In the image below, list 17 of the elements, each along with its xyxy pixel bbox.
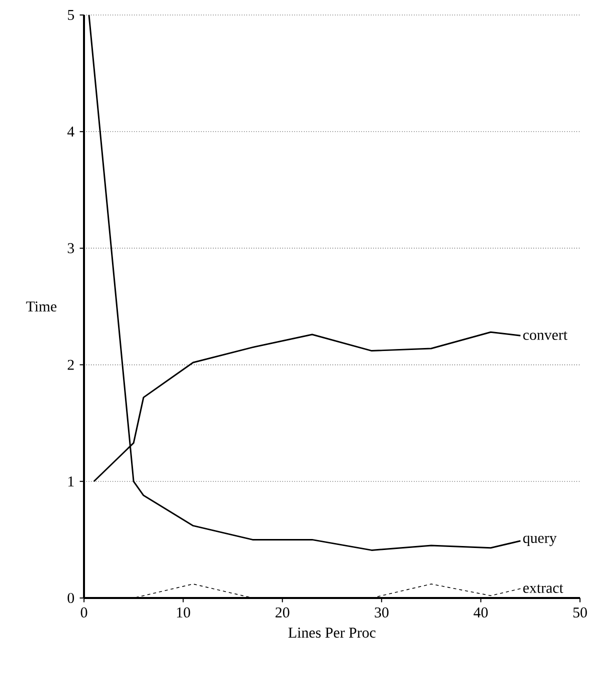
x-axis-title: Lines Per Proc [288,628,376,638]
y-tick-label: 2 [68,360,74,370]
x-tick-label: 30 [374,607,389,618]
series-label: extract [523,584,564,593]
x-tick-label: 20 [276,607,290,618]
series-label: convert [523,331,568,340]
y-tick-label: 3 [68,243,74,254]
x-tick-label: 40 [474,607,488,618]
y-tick-label: 4 [67,126,74,137]
x-tick-label: 0 [80,607,88,618]
x-tick-label: 10 [177,607,190,618]
y-tick-label: 1 [68,476,74,486]
y-tick-label: 0 [68,592,74,604]
y-axis-title: Time [26,301,56,312]
y-tick-label: 5 [68,10,74,20]
series-label: query [523,536,557,546]
x-tick-label: 50 [573,607,587,618]
